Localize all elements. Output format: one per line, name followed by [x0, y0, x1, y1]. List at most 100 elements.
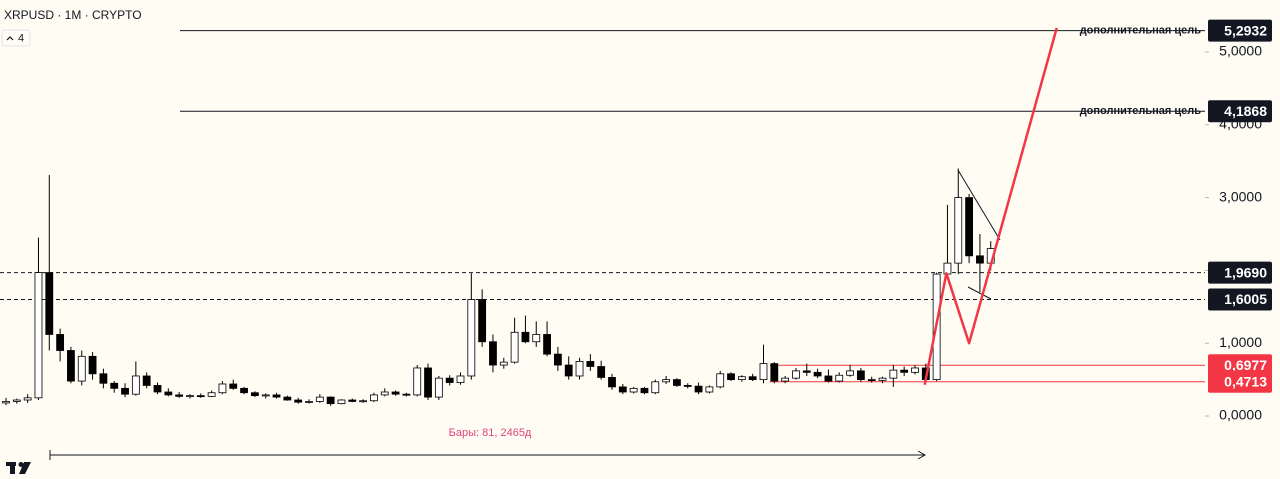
candle-body — [521, 331, 530, 343]
candle-body — [196, 395, 205, 398]
candle-body — [434, 377, 443, 398]
candle-body — [445, 377, 454, 383]
price-label: 0,4713 — [1224, 373, 1267, 389]
candle-body — [889, 369, 898, 379]
candle-body — [402, 393, 411, 396]
candle-body — [478, 299, 487, 343]
measure-label: Бары: 81, 2465д — [449, 427, 532, 439]
candle-body — [683, 385, 692, 387]
candle-body — [110, 382, 119, 389]
candle-body — [326, 396, 335, 405]
candle-body — [532, 334, 541, 343]
price-label: 1,6005 — [1224, 291, 1267, 307]
candle-body — [121, 387, 129, 395]
price-label-box — [1208, 288, 1272, 311]
candle-body — [608, 377, 616, 388]
price-label-box — [1208, 370, 1272, 393]
candle-body — [770, 363, 779, 382]
candle-body — [77, 355, 86, 382]
candle-body — [716, 373, 725, 388]
candle-body — [391, 391, 400, 395]
y-tick-label: 3,0000 — [1219, 188, 1262, 204]
candle-body — [294, 399, 303, 403]
candle-body — [856, 370, 865, 381]
candle-body — [272, 394, 281, 398]
candle-body — [45, 272, 54, 335]
logo-part — [19, 462, 31, 474]
candle-body — [662, 379, 671, 383]
candle-body — [34, 272, 43, 399]
logo-part — [18, 462, 24, 467]
candle-body — [218, 383, 227, 394]
candle-body — [315, 396, 324, 402]
candle-body — [510, 331, 519, 363]
candle-body — [186, 395, 194, 398]
candle-body — [164, 391, 173, 396]
candle-body — [781, 377, 790, 382]
candle-body — [56, 334, 65, 351]
candle-body — [564, 364, 573, 377]
candle-body — [337, 399, 346, 405]
candle-body — [867, 379, 876, 382]
wedge-line — [957, 169, 1001, 241]
candle-body — [586, 361, 595, 367]
y-tick-label: 1,0000 — [1219, 334, 1262, 350]
candle-body — [23, 397, 32, 401]
candle-body — [694, 385, 703, 393]
candle-body — [802, 370, 811, 373]
price-label: 4,1868 — [1224, 103, 1267, 119]
level-note: дополнительная цель — [1080, 25, 1202, 37]
candle-body — [229, 383, 238, 389]
price-label: 1,9690 — [1224, 264, 1267, 280]
candle-body — [759, 363, 768, 381]
price-label: 5,2932 — [1224, 22, 1267, 38]
candle-body — [175, 394, 184, 397]
candle-body — [618, 386, 627, 393]
candle-body — [2, 401, 10, 404]
candle-body — [261, 394, 270, 397]
candle-body — [553, 353, 562, 366]
measure-arrow — [917, 450, 927, 460]
candle-body — [954, 197, 963, 264]
candle-body — [878, 377, 887, 381]
candle-body — [467, 299, 476, 377]
drawings: Бары: 81, 2465д — [49, 27, 1058, 460]
candle-body — [131, 375, 140, 395]
chevron-icon — [6, 36, 14, 41]
price-label-box — [1208, 100, 1272, 123]
candle-body — [142, 375, 151, 386]
y-tick-label: 5,0000 — [1219, 43, 1262, 59]
candle-body — [424, 367, 432, 398]
wedge-line — [967, 286, 992, 300]
candle-body — [824, 375, 833, 382]
candle-body — [240, 387, 248, 394]
candles — [2, 168, 995, 406]
candle-body — [99, 373, 108, 384]
price-label-box — [1208, 261, 1272, 284]
candle-body — [748, 376, 757, 381]
level-note: дополнительная цель — [1080, 105, 1202, 117]
candle-body — [67, 350, 75, 382]
candle-body — [705, 386, 714, 393]
symbol-title: XRPUSD · 1M · CRYPTO — [4, 8, 142, 22]
indicator-toggle[interactable] — [1, 29, 31, 47]
candle-body — [835, 374, 844, 382]
candle-body — [12, 399, 21, 402]
candle-body — [305, 401, 313, 403]
candle-body — [207, 392, 216, 397]
candle-body — [976, 255, 984, 264]
logo-part — [10, 462, 15, 474]
candle-body — [737, 376, 746, 381]
candle-body — [727, 373, 735, 381]
candle-body — [965, 197, 973, 257]
candle-body — [792, 370, 800, 379]
tradingview-logo — [6, 462, 31, 474]
candle-body — [499, 361, 508, 366]
candle-body — [543, 334, 551, 355]
candle-body — [359, 400, 368, 403]
levels: 5,2932 дополнительная цель 4,1868 дополните… — [0, 19, 1272, 393]
candle-body — [673, 379, 681, 386]
candle-body — [250, 392, 259, 397]
y-tick-label: 0,0000 — [1219, 407, 1262, 423]
candle-body — [370, 394, 378, 402]
